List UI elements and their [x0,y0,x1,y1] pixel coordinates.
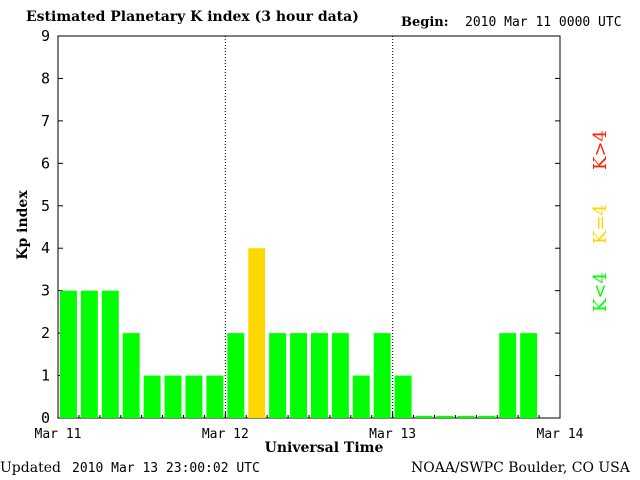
kp-bar [60,290,77,418]
kp-bar [290,333,307,418]
kp-bar [143,375,161,418]
kp-bar [331,333,349,418]
kp-bar [185,375,203,418]
y-tick-label: 3 [41,282,50,300]
kp-bar [122,333,140,418]
legend-high: K>4 [590,130,611,170]
x-axis-label: Universal Time [265,440,384,456]
kp-bar [373,333,391,418]
kp-bar [436,415,454,418]
updated-label: Updated [0,460,61,476]
kp-bar [520,333,538,418]
kp-bar [227,333,245,418]
kp-bar [499,333,517,418]
y-tick-label: 4 [41,239,50,257]
y-tick-label: 9 [41,27,50,45]
y-tick-label: 7 [41,112,50,130]
kp-bar [164,375,182,418]
x-tick-label: Mar 13 [369,427,416,442]
legend-low: K<4 [590,272,611,312]
x-tick-label: Mar 12 [202,427,249,442]
kp-bar [248,248,266,418]
kp-bar [206,375,224,418]
kp-bar [457,415,475,418]
kp-bar [269,333,287,418]
x-tick-label: Mar 11 [35,427,82,442]
y-tick-label: 2 [41,324,50,342]
kp-bar [80,290,98,418]
kp-bar [478,415,496,418]
begin-value: 2010 Mar 11 0000 UTC [465,15,622,30]
legend-mid: K=4 [590,204,611,244]
y-tick-label: 6 [41,154,50,172]
begin-label: Begin: [401,15,449,30]
kp-bar [311,333,328,418]
y-tick-label: 8 [41,69,50,87]
updated-value: 2010 Mar 13 23:00:02 UTC [72,461,260,476]
x-tick-label: Mar 14 [537,427,584,442]
kp-bar [352,375,370,418]
y-tick-label: 5 [41,197,50,215]
kp-bar [415,415,433,418]
chart-title: Estimated Planetary K index (3 hour data… [26,9,359,25]
kp-bar [101,290,119,418]
y-tick-label: 1 [41,367,50,385]
y-tick-label: 0 [41,409,50,427]
source-label: NOAA/SWPC Boulder, CO USA [411,460,630,476]
y-axis-label: Kp index [15,190,31,260]
kp-bar [394,375,412,418]
